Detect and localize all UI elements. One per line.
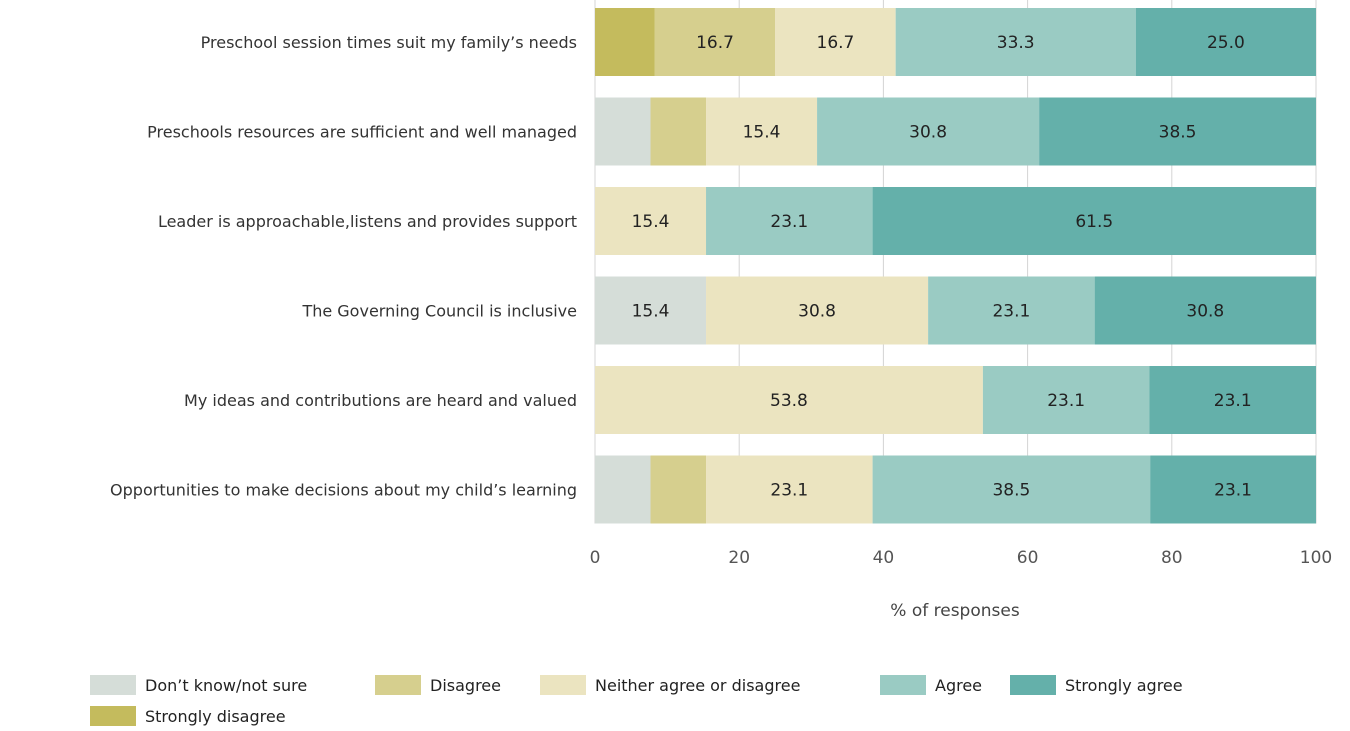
x-axis-title: % of responses: [890, 601, 1020, 621]
legend-label: Agree: [935, 676, 982, 695]
data-label: 15.4: [743, 123, 781, 143]
data-label: 23.1: [1047, 391, 1085, 411]
data-label: 53.8: [770, 391, 808, 411]
bar-segment-strongly-agree: [1094, 276, 1316, 345]
bar-segment-neither-agree-or-disagree: [775, 8, 896, 76]
category-label: Leader is approachable,listens and provi…: [158, 212, 577, 231]
legend-swatch-disagree: [375, 675, 421, 695]
data-label: 23.1: [992, 302, 1030, 322]
bar-segment-agree: [706, 187, 873, 255]
bar-segment-disagree: [650, 97, 707, 166]
bar-segment-strongly-agree: [1135, 8, 1316, 76]
data-label: 23.1: [1214, 481, 1252, 501]
category-label: Preschools resources are sufficient and …: [147, 123, 577, 142]
bar-segment-agree: [895, 8, 1136, 76]
data-label: 38.5: [992, 481, 1030, 501]
x-tick-label: 100: [1300, 548, 1332, 568]
gridlines: [594, 0, 1317, 524]
data-label: 15.4: [632, 212, 670, 232]
x-tick-label: 0: [590, 548, 601, 568]
legend-label: Strongly disagree: [145, 707, 286, 726]
data-label: 33.3: [997, 33, 1035, 53]
data-label: 30.8: [798, 302, 836, 322]
data-label: 16.7: [696, 33, 734, 53]
legend-swatch-strongly-agree: [1010, 675, 1056, 695]
x-tick-label: 20: [728, 548, 750, 568]
bar-segment-strongly-agree: [1149, 366, 1316, 434]
bar-segment-agree: [928, 276, 1095, 345]
bar-segment-strongly-agree: [1039, 97, 1316, 166]
data-label: 30.8: [909, 123, 947, 143]
data-label: 23.1: [770, 481, 808, 501]
bar-segment-don-t-know-not-sure: [595, 276, 707, 345]
legend-label: Don’t know/not sure: [145, 676, 307, 695]
bar-segment-neither-agree-or-disagree: [595, 366, 983, 434]
bar-segment-strongly-agree: [872, 187, 1316, 255]
bar-segment-disagree: [654, 8, 776, 76]
bar-segment-don-t-know-not-sure: [595, 97, 651, 166]
x-tick-label: 80: [1161, 548, 1183, 568]
legend-swatch-don-t-know-not-sure: [90, 675, 136, 695]
data-label: 23.1: [1214, 391, 1252, 411]
bar-segment-agree: [982, 366, 1150, 434]
data-label: 25.0: [1207, 33, 1245, 53]
category-label: The Governing Council is inclusive: [301, 302, 577, 321]
bar-segment-disagree: [650, 455, 707, 524]
legend: Don’t know/not sure Disagree Neither agree…: [90, 675, 1183, 726]
data-label: 38.5: [1159, 123, 1197, 143]
category-label: Preschool session times suit my family’s…: [201, 33, 577, 52]
data-label: 23.1: [770, 212, 808, 232]
category-labels: Preschool session times suit my family’s…: [110, 33, 577, 500]
legend-swatch-agree: [880, 675, 926, 695]
x-tick-label: 40: [873, 548, 895, 568]
data-label: 61.5: [1075, 212, 1113, 232]
bar-segment-agree: [872, 455, 1151, 524]
bar-segment-neither-agree-or-disagree: [706, 455, 873, 524]
x-tick-labels: 0 20 40 60 80 100: [590, 548, 1333, 568]
data-label: 15.4: [632, 302, 670, 322]
bar-segment-agree: [817, 97, 1040, 166]
bar-segment-neither-agree-or-disagree: [706, 97, 818, 166]
bar-segment-don-t-know-not-sure: [595, 455, 651, 524]
bar-segment-neither-agree-or-disagree: [595, 187, 707, 255]
bars: 16.7 16.7 33.3 25.0 15.4 30.8 38.5 15.4 23.1 61.5…: [595, 8, 1316, 524]
legend-swatch-neither-agree-or-disagree: [540, 675, 586, 695]
bar-segment-strongly-agree: [1150, 455, 1316, 524]
legend-label: Strongly agree: [1065, 676, 1183, 695]
data-label: 16.7: [817, 33, 855, 53]
category-label: My ideas and contributions are heard and…: [184, 391, 577, 410]
x-tick-label: 60: [1017, 548, 1039, 568]
legend-label: Neither agree or disagree: [595, 676, 800, 695]
bar-segment-neither-agree-or-disagree: [706, 276, 929, 345]
legend-label: Disagree: [430, 676, 501, 695]
legend-swatch-strongly-disagree: [90, 706, 136, 726]
data-label: 30.8: [1186, 302, 1224, 322]
bar-segment-strongly-disagree: [595, 8, 655, 76]
category-label: Opportunities to make decisions about my…: [110, 481, 577, 500]
